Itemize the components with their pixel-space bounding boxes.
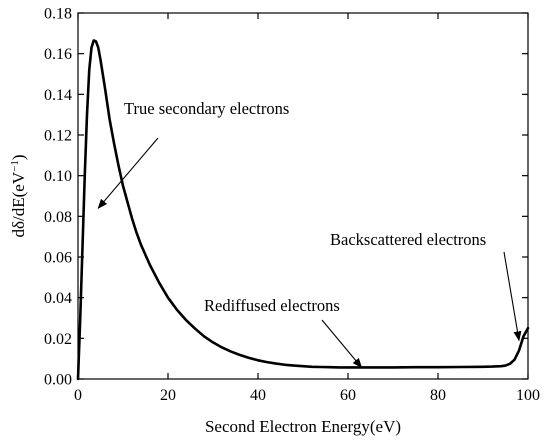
y-tick-label: 0.08	[44, 209, 72, 226]
y-axis-title: dδ/dE(eV−1)	[9, 155, 28, 238]
x-axis: 0 20 40 60 80 100	[74, 13, 540, 404]
x-tick-label: 100	[516, 387, 540, 404]
y-tick-label: 0.00	[44, 372, 72, 389]
annotation-label: True secondary electrons	[124, 99, 289, 118]
y-tick-label: 0.16	[44, 46, 72, 63]
x-tick-label: 0	[74, 387, 82, 404]
y-tick-label: 0.12	[44, 128, 72, 145]
y-tick-label: 0.02	[44, 331, 72, 348]
x-tick-label: 20	[160, 387, 176, 404]
x-tick-label: 60	[340, 387, 356, 404]
y-axis: 0.00 0.02 0.04 0.06 0.08 0.10 0.12 0.14 0.16 0.18	[44, 6, 528, 389]
annotation-arrow	[321, 319, 363, 369]
y-tick-label: 0.04	[44, 290, 72, 307]
y-tick-label: 0.18	[44, 6, 72, 23]
annotations: True secondary electrons Rediffused elect…	[97, 99, 522, 369]
x-tick-label: 40	[250, 387, 266, 404]
annotation-label: Rediffused electrons	[204, 296, 340, 315]
x-axis-title: Second Electron Energy(eV)	[205, 417, 401, 436]
x-tick-label: 80	[430, 387, 446, 404]
series-line	[76, 39, 530, 381]
plot-frame	[77, 12, 529, 380]
annotation-arrow	[97, 137, 159, 209]
y-tick-label: 0.10	[44, 168, 72, 185]
y-tick-label: 0.06	[44, 250, 72, 267]
annotation-label: Backscattered electrons	[330, 230, 486, 249]
annotation-arrow	[503, 251, 522, 342]
y-tick-label: 0.14	[44, 87, 72, 104]
